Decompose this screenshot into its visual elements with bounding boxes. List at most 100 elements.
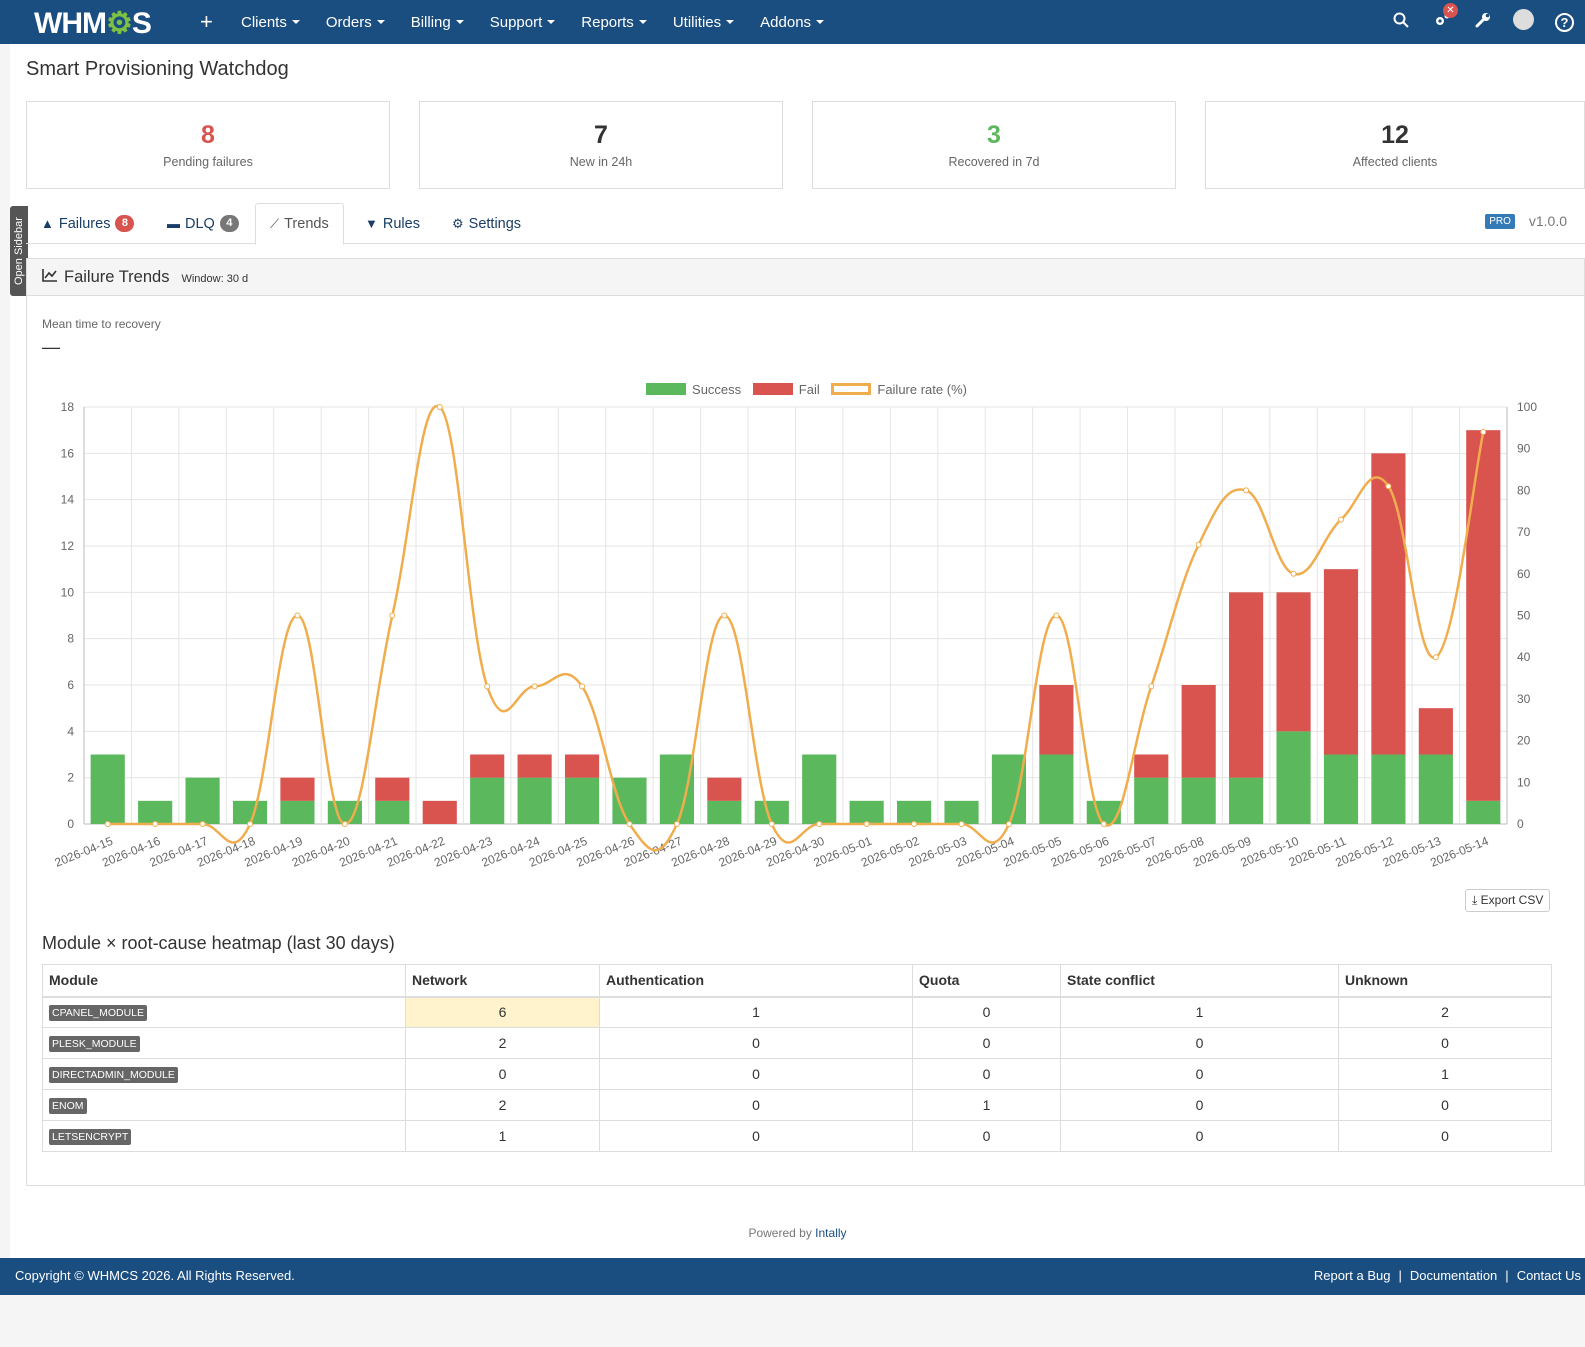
fail-bar bbox=[1466, 430, 1501, 801]
module-label: CPANEL_MODULE bbox=[49, 1005, 147, 1022]
fail-bar bbox=[1323, 569, 1359, 755]
failure-rate-point bbox=[1432, 654, 1439, 661]
menu-clients[interactable]: Clients bbox=[241, 14, 300, 31]
menu-support[interactable]: Support bbox=[490, 14, 556, 31]
module-cell: DIRECTADMIN_MODULE bbox=[42, 1058, 406, 1090]
module-label: LETSENCRYPT bbox=[49, 1129, 132, 1145]
tab-dlq[interactable]: ▬ DLQ 4 bbox=[167, 203, 239, 244]
fail-bar bbox=[564, 754, 600, 778]
success-bar bbox=[280, 800, 315, 824]
success-bar bbox=[707, 800, 742, 824]
success-bar bbox=[1086, 800, 1121, 824]
failure-rate-point bbox=[104, 821, 111, 827]
heatmap-cell: 0 bbox=[1060, 1058, 1339, 1090]
success-bar bbox=[375, 800, 410, 824]
heatmap-cell: 1 bbox=[405, 1120, 600, 1152]
heatmap-cell: 1 bbox=[599, 996, 913, 1028]
legend-failure-rate[interactable]: Failure rate (%) bbox=[831, 382, 967, 397]
automation-gears-icon[interactable]: ✕ bbox=[1421, 2, 1462, 33]
mttr-value: — bbox=[42, 337, 60, 357]
success-bar bbox=[1466, 800, 1501, 824]
caret-down-icon bbox=[455, 20, 464, 24]
y2-tick-label: 30 bbox=[1517, 692, 1531, 706]
tab-failures[interactable]: ▲ Failures 8 bbox=[41, 203, 135, 244]
heatmap-cell: 0 bbox=[1338, 1027, 1552, 1059]
fail-bar bbox=[375, 777, 410, 801]
documentation-link[interactable]: Documentation bbox=[1409, 1268, 1498, 1283]
caret-down-icon bbox=[291, 20, 300, 24]
success-bar bbox=[944, 800, 979, 824]
heatmap-row: CPANEL_MODULE 6 1 0 1 2 bbox=[42, 996, 1552, 1028]
failure-rate-point bbox=[1100, 821, 1107, 827]
heatmap-cell: 0 bbox=[599, 1027, 913, 1059]
line-chart-icon bbox=[42, 268, 58, 287]
tab-bar: ▲ Failures 8 ▬ DLQ 4 ⟋ Trends ▼ Rules ⚙ Setting… bbox=[26, 203, 1585, 245]
fail-bar bbox=[707, 777, 742, 801]
search-icon[interactable] bbox=[1380, 12, 1421, 33]
success-bar bbox=[897, 800, 932, 824]
heatmap-title: Module × root-cause heatmap (last 30 day… bbox=[42, 933, 395, 953]
archive-icon: ▬ bbox=[167, 216, 180, 231]
menu-utilities[interactable]: Utilities bbox=[673, 14, 735, 31]
failure-rate-point bbox=[484, 683, 491, 690]
heatmap-cell: 0 bbox=[912, 1027, 1061, 1059]
footer-links: Report a Bug | Documentation | Contact Us bbox=[1313, 1268, 1581, 1283]
failure-rate-point bbox=[673, 821, 680, 827]
failure-rate-point bbox=[294, 612, 301, 619]
download-icon: ⤓ bbox=[1472, 893, 1478, 907]
y-tick-label: 4 bbox=[67, 724, 74, 738]
menu-billing[interactable]: Billing bbox=[411, 14, 464, 31]
caret-down-icon bbox=[547, 20, 556, 24]
module-label: ENOM bbox=[49, 1098, 87, 1114]
tab-rules[interactable]: ▼ Rules bbox=[365, 215, 420, 232]
y2-tick-label: 90 bbox=[1517, 442, 1531, 456]
heatmap-cell: 1 bbox=[1338, 1058, 1552, 1090]
menu-addons[interactable]: Addons bbox=[760, 14, 825, 31]
stat-value: 7 bbox=[594, 121, 608, 149]
heatmap-cell: 6 bbox=[405, 996, 600, 1028]
success-bar bbox=[138, 800, 173, 824]
col-authentication: Authentication bbox=[599, 964, 913, 998]
menu-reports[interactable]: Reports bbox=[581, 14, 647, 31]
fail-bar bbox=[1039, 685, 1074, 755]
intally-link[interactable]: Intally bbox=[815, 1226, 847, 1240]
y2-tick-label: 60 bbox=[1517, 567, 1531, 581]
heatmap-table: Module Network Authentication Quota Stat… bbox=[42, 964, 1552, 1152]
whmcs-logo[interactable]: WHM⚙S bbox=[34, 7, 152, 40]
page-title: Smart Provisioning Watchdog bbox=[26, 58, 289, 80]
failure-trends-chart: 0246810121416180102030405060708090100202… bbox=[53, 400, 1538, 870]
export-csv-button[interactable]: ⤓ Export CSV bbox=[1465, 889, 1551, 912]
add-new-icon[interactable]: + bbox=[200, 9, 213, 34]
heatmap-cell: 0 bbox=[912, 1058, 1061, 1090]
heatmap-cell: 0 bbox=[599, 1058, 913, 1090]
heatmap-cell: 0 bbox=[912, 1120, 1061, 1152]
copyright-text: Copyright © WHMCS 2026. All Rights Reser… bbox=[15, 1268, 295, 1283]
dlq-count-badge: 4 bbox=[219, 215, 239, 232]
col-quota: Quota bbox=[912, 964, 1061, 998]
report-bug-link[interactable]: Report a Bug bbox=[1313, 1268, 1391, 1283]
panel-header: Failure Trends Window: 30 d bbox=[27, 259, 1584, 296]
y2-tick-label: 70 bbox=[1517, 525, 1531, 539]
contact-us-link[interactable]: Contact Us bbox=[1516, 1268, 1581, 1283]
success-bar bbox=[564, 777, 600, 824]
stat-new-24h: 7 New in 24h bbox=[419, 101, 783, 189]
success-bar bbox=[1418, 754, 1453, 824]
user-avatar-icon[interactable] bbox=[1503, 9, 1544, 35]
success-bar bbox=[754, 800, 789, 824]
tab-settings[interactable]: ⚙ Settings bbox=[452, 215, 522, 232]
failure-rate-point bbox=[768, 821, 775, 827]
failure-rate-point bbox=[1243, 487, 1250, 494]
filter-icon: ▼ bbox=[365, 216, 378, 231]
stat-label: New in 24h bbox=[569, 155, 633, 169]
wrench-icon[interactable] bbox=[1462, 12, 1503, 33]
menu-orders[interactable]: Orders bbox=[326, 14, 385, 31]
help-icon[interactable]: ? bbox=[1544, 12, 1585, 32]
stat-recovered-7d: 3 Recovered in 7d bbox=[812, 101, 1176, 189]
stat-value: 3 bbox=[987, 121, 1001, 149]
success-bar bbox=[517, 777, 552, 824]
legend-fail[interactable]: Fail bbox=[752, 382, 820, 397]
legend-success[interactable]: Success bbox=[646, 382, 741, 397]
success-bar bbox=[185, 777, 220, 824]
y-tick-label: 6 bbox=[67, 678, 74, 692]
tab-trends[interactable]: ⟋ Trends bbox=[255, 203, 344, 245]
